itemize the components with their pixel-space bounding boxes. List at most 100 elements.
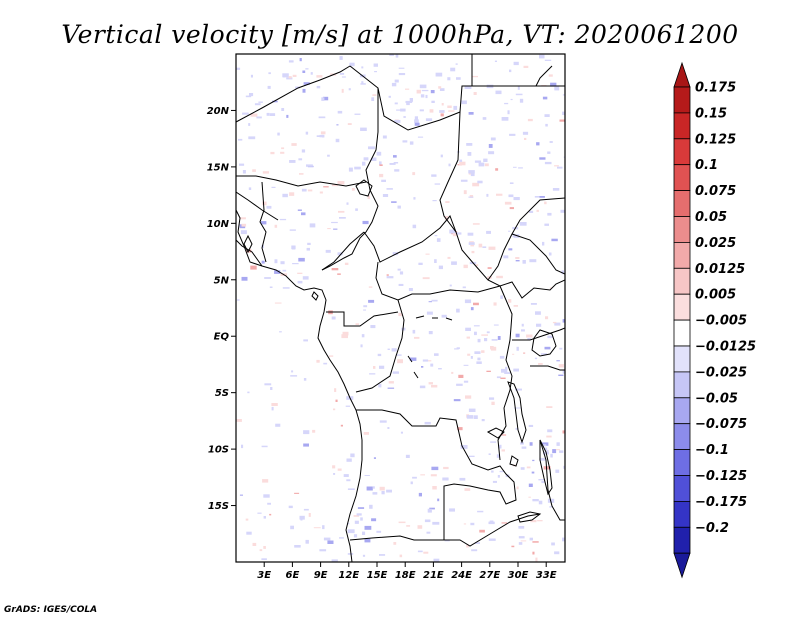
field-speck <box>354 166 361 170</box>
field-speck <box>481 334 488 336</box>
field-speck <box>398 67 405 69</box>
field-speck <box>441 314 447 318</box>
field-speck <box>297 209 302 211</box>
field-speck <box>447 77 451 81</box>
colorbar-label: 0.15 <box>695 106 727 121</box>
field-speck <box>472 182 480 187</box>
field-speck <box>309 223 316 228</box>
field-speck <box>302 88 306 93</box>
colorbar-swatch <box>673 190 691 217</box>
field-speck <box>532 541 539 543</box>
field-speck <box>274 270 281 274</box>
field-speck <box>281 147 285 150</box>
field-speck <box>431 299 438 302</box>
field-speck <box>271 403 278 406</box>
field-speck <box>341 334 348 339</box>
field-speck <box>418 492 422 497</box>
field-speck <box>290 375 298 377</box>
field-speck <box>428 382 433 385</box>
lat-tick-label: 15N <box>207 162 230 173</box>
field-speck <box>459 477 466 481</box>
field-speck <box>302 276 309 280</box>
field-speck <box>402 140 408 143</box>
field-speck <box>489 397 495 400</box>
field-speck <box>400 108 406 112</box>
field-speck <box>274 259 278 264</box>
field-speck <box>536 323 542 327</box>
field-speck <box>275 423 281 427</box>
field-speck <box>483 158 488 162</box>
field-speck <box>376 151 382 156</box>
field-speck <box>363 432 369 435</box>
field-speck <box>327 154 330 157</box>
field-speck <box>423 551 429 554</box>
field-speck <box>372 492 378 495</box>
field-speck <box>398 73 406 76</box>
field-speck <box>495 168 499 171</box>
field-speck <box>450 67 456 72</box>
field-speck <box>486 331 490 334</box>
field-speck <box>372 486 375 489</box>
field-speck <box>291 245 296 249</box>
field-speck <box>288 60 294 63</box>
field-speck <box>339 217 346 219</box>
field-speck <box>424 519 431 523</box>
field-speck <box>530 303 537 305</box>
field-speck <box>303 82 310 85</box>
field-speck <box>355 323 360 325</box>
field-speck <box>530 520 537 523</box>
field-speck <box>270 387 273 390</box>
border-drc-angola <box>356 409 517 510</box>
field-speck <box>473 92 477 95</box>
field-speck <box>302 70 306 73</box>
field-speck <box>279 331 282 333</box>
field-speck <box>341 88 344 93</box>
lake-kariba <box>517 511 542 523</box>
field-speck <box>387 348 390 350</box>
field-speck <box>448 163 451 167</box>
field-speck <box>438 86 442 89</box>
field-speck <box>501 449 505 452</box>
border-ethiopia <box>511 233 565 275</box>
field-speck <box>259 549 263 552</box>
field-speck <box>282 193 288 198</box>
field-speck <box>520 540 527 542</box>
field-speck <box>343 474 349 477</box>
lat-tick-label: 5N <box>214 275 230 286</box>
field-speck <box>486 370 491 372</box>
field-speck <box>558 374 564 376</box>
field-speck <box>327 228 331 230</box>
field-speck <box>555 449 560 451</box>
field-speck <box>509 69 512 73</box>
field-speck <box>460 179 468 182</box>
field-speck <box>477 510 484 513</box>
field-speck <box>503 255 509 259</box>
field-speck <box>441 103 444 106</box>
field-speck <box>528 496 531 498</box>
field-speck <box>550 82 557 87</box>
field-speck <box>267 85 271 89</box>
lon-tick-label: 24E <box>451 570 472 581</box>
field-speck <box>262 479 269 483</box>
field-speck <box>322 96 329 101</box>
field-speck <box>518 526 525 529</box>
field-speck <box>517 86 520 90</box>
field-speck <box>337 468 342 471</box>
field-speck <box>518 536 525 539</box>
field-speck <box>514 407 521 409</box>
field-speck <box>456 308 460 313</box>
field-speck <box>471 250 475 254</box>
field-speck <box>388 381 394 384</box>
field-speck <box>447 256 451 259</box>
field-speck <box>551 238 558 242</box>
field-speck <box>499 355 505 359</box>
lat-axis: 20N 15N 10N 5N EQ 5S 10S 15S <box>207 106 236 512</box>
lake-mweru <box>509 455 519 467</box>
field-speck <box>270 151 275 155</box>
field-speck <box>458 374 464 378</box>
field-speck <box>522 260 526 264</box>
field-speck <box>363 309 366 311</box>
field-speck <box>322 525 325 530</box>
field-speck <box>245 95 252 98</box>
lake-victoria <box>531 329 557 357</box>
